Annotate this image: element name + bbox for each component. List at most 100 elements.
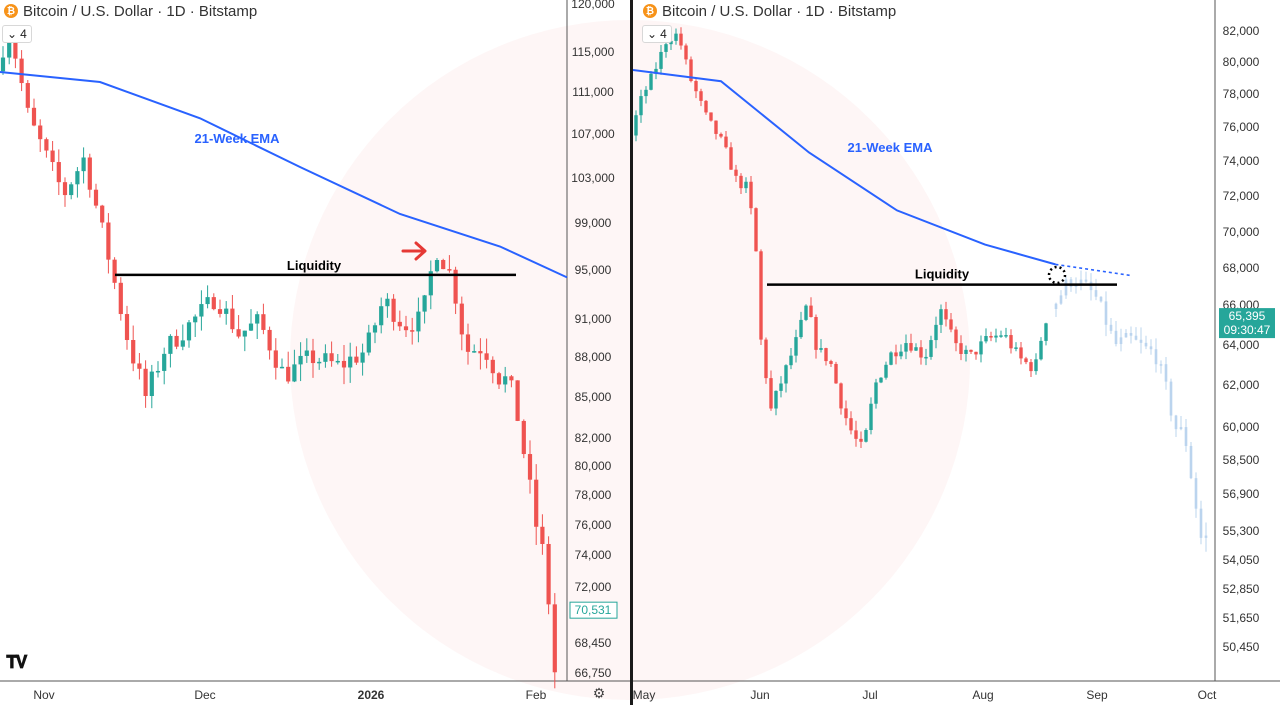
panel-1-y-tick-label: 51,650	[1223, 611, 1260, 625]
left-candle-body	[372, 325, 378, 333]
chevron-down-icon: ⌄	[7, 27, 18, 41]
left-candle-body	[230, 308, 235, 330]
panel-1-y-tick-label: 80,000	[1223, 55, 1260, 69]
left-candle-body	[546, 543, 551, 605]
right-candle-body	[884, 364, 888, 378]
panel-1-x-tick-label: Aug	[972, 688, 993, 702]
right-candle-body	[754, 208, 758, 252]
left-candle-body	[44, 139, 49, 151]
projection-bar-body	[1104, 301, 1108, 325]
left-candle-body	[273, 350, 278, 368]
right-indicator-badge[interactable]: ⌄ 4	[642, 25, 672, 43]
panel-1-y-tick-label: 82,000	[1223, 24, 1260, 38]
panel-0-y-tick-label: 120,000	[571, 0, 615, 11]
right-candle-body	[974, 351, 978, 355]
right-candle-body	[769, 378, 773, 409]
projection-bar-body	[1179, 427, 1183, 430]
left-candle-body	[149, 371, 154, 397]
right-indicator-count: 4	[660, 27, 667, 41]
right-candle-body	[979, 341, 983, 355]
projection-bar-body	[1159, 364, 1163, 366]
projection-bar-body	[1189, 445, 1193, 479]
left-candle-body	[490, 359, 495, 374]
panel-1-x-tick-label: Sep	[1086, 688, 1108, 702]
left-candle-body	[286, 366, 291, 382]
left-candle-body	[186, 322, 192, 341]
left-candle-body	[137, 363, 142, 369]
left-chart-header: ₿ Bitcoin / U.S. Dollar · 1D · Bitstamp	[4, 2, 257, 20]
panel-1-y-tick-label: 58,500	[1223, 453, 1260, 467]
projection-bar-body	[1094, 290, 1098, 297]
right-candle-body	[829, 361, 833, 364]
projection-bar-body	[1154, 349, 1158, 365]
left-candle-body	[354, 356, 359, 363]
right-candle-body	[909, 343, 913, 351]
dotted-circle-marker-icon	[1047, 265, 1067, 285]
right-candle-body	[779, 383, 783, 391]
projection-bar-body	[1199, 508, 1203, 538]
right-candle-body	[869, 403, 873, 430]
left-candle-body	[193, 316, 198, 323]
right-ema-label: 21-Week EMA	[847, 140, 933, 155]
panel-0-y-tick-label: 72,000	[575, 580, 612, 594]
left-candle-body	[81, 157, 86, 172]
right-candle-body	[994, 335, 998, 338]
left-candle-body	[509, 376, 514, 381]
panel-0-x-tick-label: Dec	[194, 688, 215, 702]
right-candle-body	[729, 147, 733, 170]
panel-1-x-tick-label: May	[633, 688, 656, 702]
right-candle-body	[1009, 335, 1013, 349]
projection-bar-body	[1194, 478, 1198, 509]
left-candle-body	[143, 368, 148, 397]
left-candle-body	[93, 189, 99, 206]
right-candle-body	[809, 305, 813, 318]
settings-gear-icon[interactable]: ⚙	[592, 685, 606, 701]
projection-bar-body	[1204, 535, 1208, 538]
left-candle-body	[124, 314, 130, 341]
chevron-down-icon: ⌄	[647, 27, 658, 41]
right-candle-body	[1024, 358, 1028, 363]
left-candle-body	[19, 58, 24, 84]
left-candle-body	[69, 184, 74, 196]
right-candle-body	[939, 309, 943, 325]
right-candle-body	[959, 343, 963, 355]
panel-0-y-tick-label: 78,000	[575, 488, 612, 502]
left-candle-body	[484, 353, 489, 360]
left-candle-body	[317, 361, 322, 364]
left-candle-body	[515, 380, 520, 421]
left-candle-body	[403, 326, 409, 331]
panel-0-y-tick-label: 91,000	[575, 312, 612, 326]
left-candle-body	[366, 332, 371, 353]
projection-bar-body	[1124, 333, 1128, 338]
right-candle-body	[824, 348, 828, 362]
projection-bar-body	[1109, 324, 1113, 331]
right-candle-body	[934, 324, 938, 341]
left-candle-body	[13, 41, 18, 59]
left-candle-body	[335, 360, 340, 363]
right-candle-body	[704, 100, 708, 113]
projection-bar-body	[1099, 296, 1103, 302]
right-price-tag-label: 65,395	[1229, 309, 1266, 323]
left-candle-body	[112, 259, 117, 283]
projection-bar-body	[1184, 427, 1188, 446]
left-indicator-badge[interactable]: ⌄ 4	[2, 25, 32, 43]
left-candle-body	[261, 314, 266, 330]
left-candle-body	[478, 351, 483, 354]
left-candle-body	[211, 297, 216, 310]
right-candle-body	[724, 136, 728, 148]
left-candle-body	[410, 330, 415, 332]
panel-1-y-tick-label: 68,000	[1223, 261, 1260, 275]
left-candle-body	[279, 366, 285, 369]
panel-0-y-tick-label: 68,450	[575, 636, 612, 650]
left-candle-body	[236, 329, 241, 337]
red-arrow-icon	[401, 241, 427, 261]
panel-1-y-tick-label: 78,000	[1223, 87, 1260, 101]
right-candle-body	[764, 339, 768, 379]
right-candle-body	[999, 335, 1003, 337]
right-candle-body	[854, 430, 858, 439]
left-candle-body	[25, 83, 30, 108]
right-candle-body	[804, 305, 808, 320]
right-candle-body	[799, 319, 803, 338]
panel-0-y-tick-label: 85,000	[575, 390, 612, 404]
right-candle-body	[669, 40, 673, 45]
